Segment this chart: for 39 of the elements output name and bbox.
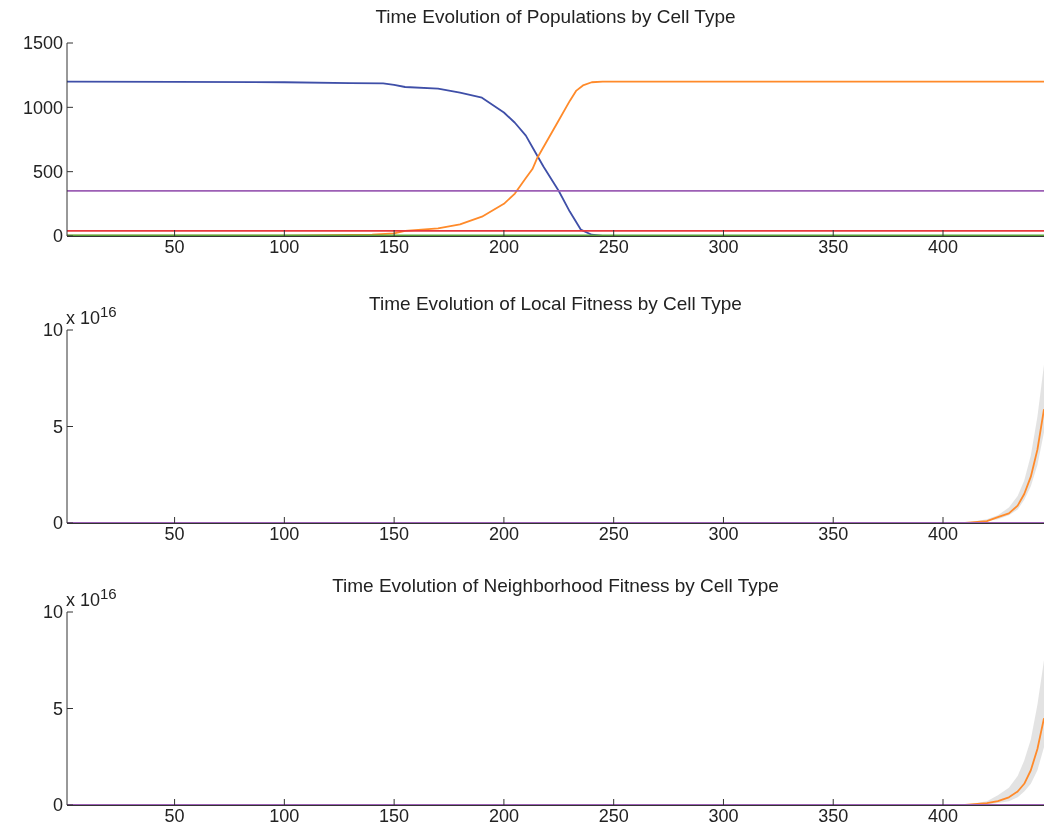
y-tick-label: 5 [52,698,63,719]
x-tick-label: 50 [164,236,185,257]
x-tick-label: 100 [269,236,300,257]
x-tick-label: 250 [598,523,629,544]
y-tick-label: 0 [52,795,63,816]
y-tick-label: 1000 [22,97,63,118]
x-tick-label: 50 [164,805,185,826]
x-tick-label: 250 [598,236,629,257]
x-tick-label: 100 [269,805,300,826]
x-tick-label: 300 [708,805,739,826]
y-tick-label: 5 [52,416,63,437]
chart-title: Time Evolution of Populations by Cell Type [374,6,737,28]
x-tick-label: 300 [708,236,739,257]
y-tick-label: 10 [42,320,63,341]
chart-title: Time Evolution of Local Fitness by Cell Type [369,293,742,314]
x-tick-label: 150 [379,523,410,544]
x-tick-label: 100 [269,523,300,544]
x-tick-label: 300 [708,523,739,544]
text: x 10$^{16}$ [66,585,117,611]
y-tick-label: 0 [52,226,63,247]
x-tick-label: 350 [818,523,849,544]
x-tick-label: 200 [488,236,519,257]
y-tick-label: 1500 [22,33,63,54]
x-tick-label: 250 [598,805,629,826]
y-tick-label: 500 [32,162,63,183]
chart-title: Time Evolution of Neighborhood Fitness by Cell Type [332,575,779,596]
x-tick-label: 350 [818,805,849,826]
x-tick-label: 400 [927,523,959,544]
x-tick-label: 150 [379,236,410,257]
x-tick-label: 200 [488,523,519,544]
y-tick-label: 10 [42,602,63,623]
text: x 10$^{16}$ [66,303,117,329]
x-tick-label: 350 [818,236,849,257]
x-tick-label: 200 [488,805,519,826]
x-tick-label: 150 [379,805,410,826]
x-tick-label: 50 [164,523,185,544]
x-tick-label: 400 [927,236,959,257]
x-tick-label: 400 [927,805,959,826]
y-tick-label: 0 [52,513,63,534]
